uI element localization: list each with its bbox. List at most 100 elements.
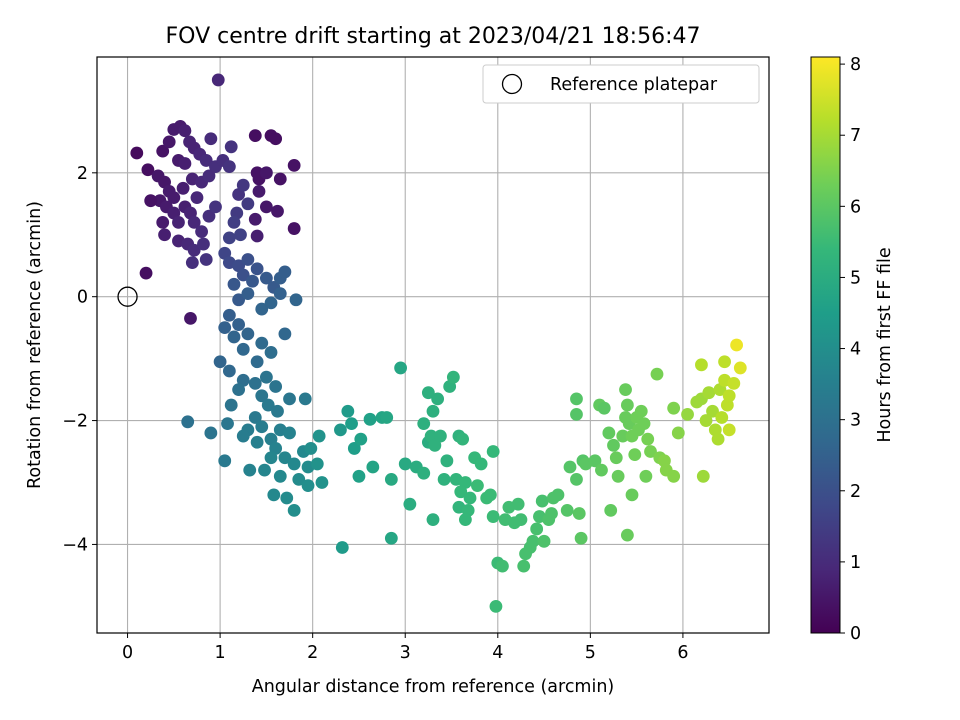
data-point (144, 194, 158, 208)
data-point (312, 429, 326, 443)
data-point (471, 479, 484, 492)
data-point (273, 469, 287, 483)
data-point (456, 432, 470, 446)
data-point (236, 429, 250, 443)
data-point (634, 404, 648, 418)
data-point (681, 407, 694, 421)
data-point (489, 599, 503, 613)
colorbar-label: Hours from first FF file (875, 247, 895, 442)
data-point (185, 256, 199, 270)
data-point (264, 296, 278, 310)
data-point (384, 473, 398, 486)
data-point (394, 361, 408, 375)
data-point (620, 398, 634, 412)
data-point (250, 435, 264, 449)
data-point (236, 342, 250, 356)
data-point (347, 442, 361, 455)
colorbar-tick-label: 6 (850, 197, 861, 217)
data-point (221, 417, 234, 431)
data-point (535, 494, 549, 508)
data-point (271, 204, 284, 218)
data-point (287, 503, 301, 517)
data-point (384, 531, 398, 545)
data-point (204, 132, 218, 146)
data-point (232, 318, 246, 331)
data-point (187, 243, 201, 257)
data-point (252, 185, 266, 198)
data-point (537, 534, 551, 548)
data-point (644, 445, 657, 458)
data-point (162, 135, 176, 149)
data-point (222, 231, 236, 245)
data-point (595, 463, 608, 477)
data-point (241, 197, 255, 211)
data-point (190, 191, 204, 204)
data-point (345, 417, 358, 431)
plot-area-frame (96, 56, 770, 634)
data-point (722, 423, 736, 437)
data-point (139, 266, 153, 280)
data-point (560, 503, 574, 517)
data-point (224, 398, 238, 412)
data-point (255, 336, 269, 350)
legend-box (482, 64, 760, 104)
data-point (616, 429, 630, 443)
data-point (363, 412, 377, 426)
data-point (195, 225, 208, 239)
data-point (259, 370, 273, 384)
colorbar-tick-label: 0 (850, 624, 861, 644)
data-point (248, 411, 262, 424)
data-point (563, 460, 577, 474)
colorbar-tick-label: 1 (850, 553, 861, 573)
data-point (733, 361, 747, 375)
data-point (269, 132, 283, 146)
data-point (727, 377, 741, 390)
data-point (255, 389, 269, 403)
data-point (156, 144, 170, 158)
data-point (421, 386, 435, 400)
data-point (625, 488, 639, 502)
data-point (176, 181, 190, 195)
data-point (335, 541, 349, 554)
data-point (526, 534, 540, 548)
data-point (511, 497, 525, 511)
data-point (496, 559, 509, 573)
chart-title: FOV centre drift starting at 2023/04/21 … (166, 24, 701, 49)
data-point (227, 215, 241, 229)
data-point (236, 268, 250, 282)
data-point (181, 415, 195, 429)
data-point (246, 274, 259, 288)
data-point (287, 222, 301, 235)
data-point (426, 513, 440, 527)
data-point (334, 423, 347, 437)
x-tick-label: 4 (492, 643, 503, 663)
data-point (227, 277, 241, 291)
data-point (273, 172, 287, 186)
data-point (718, 355, 731, 369)
data-point (650, 367, 664, 381)
data-point (202, 209, 216, 223)
data-point (241, 253, 255, 266)
data-point (243, 463, 257, 477)
data-point (463, 491, 477, 505)
data-point (187, 215, 201, 229)
data-point (248, 377, 262, 390)
y-axis-ticks: −4 −2 0 2 (62, 164, 97, 555)
y-axis-label: Rotation from reference (arcmin) (25, 201, 45, 489)
data-point (259, 271, 273, 285)
x-axis-label: Angular distance from reference (arcmin) (252, 677, 615, 697)
data-point (570, 473, 583, 486)
data-point (639, 469, 653, 483)
data-point (597, 401, 611, 415)
data-point (722, 389, 736, 403)
data-point (259, 166, 273, 180)
data-point (486, 510, 500, 523)
colorbar-ticks: 0 1 2 3 4 5 6 7 8 (840, 55, 861, 644)
data-point (271, 404, 284, 418)
data-point (202, 169, 216, 183)
data-point (604, 503, 618, 517)
data-point (278, 451, 292, 465)
data-point (241, 287, 255, 300)
data-point (431, 392, 445, 406)
data-point (197, 237, 210, 251)
